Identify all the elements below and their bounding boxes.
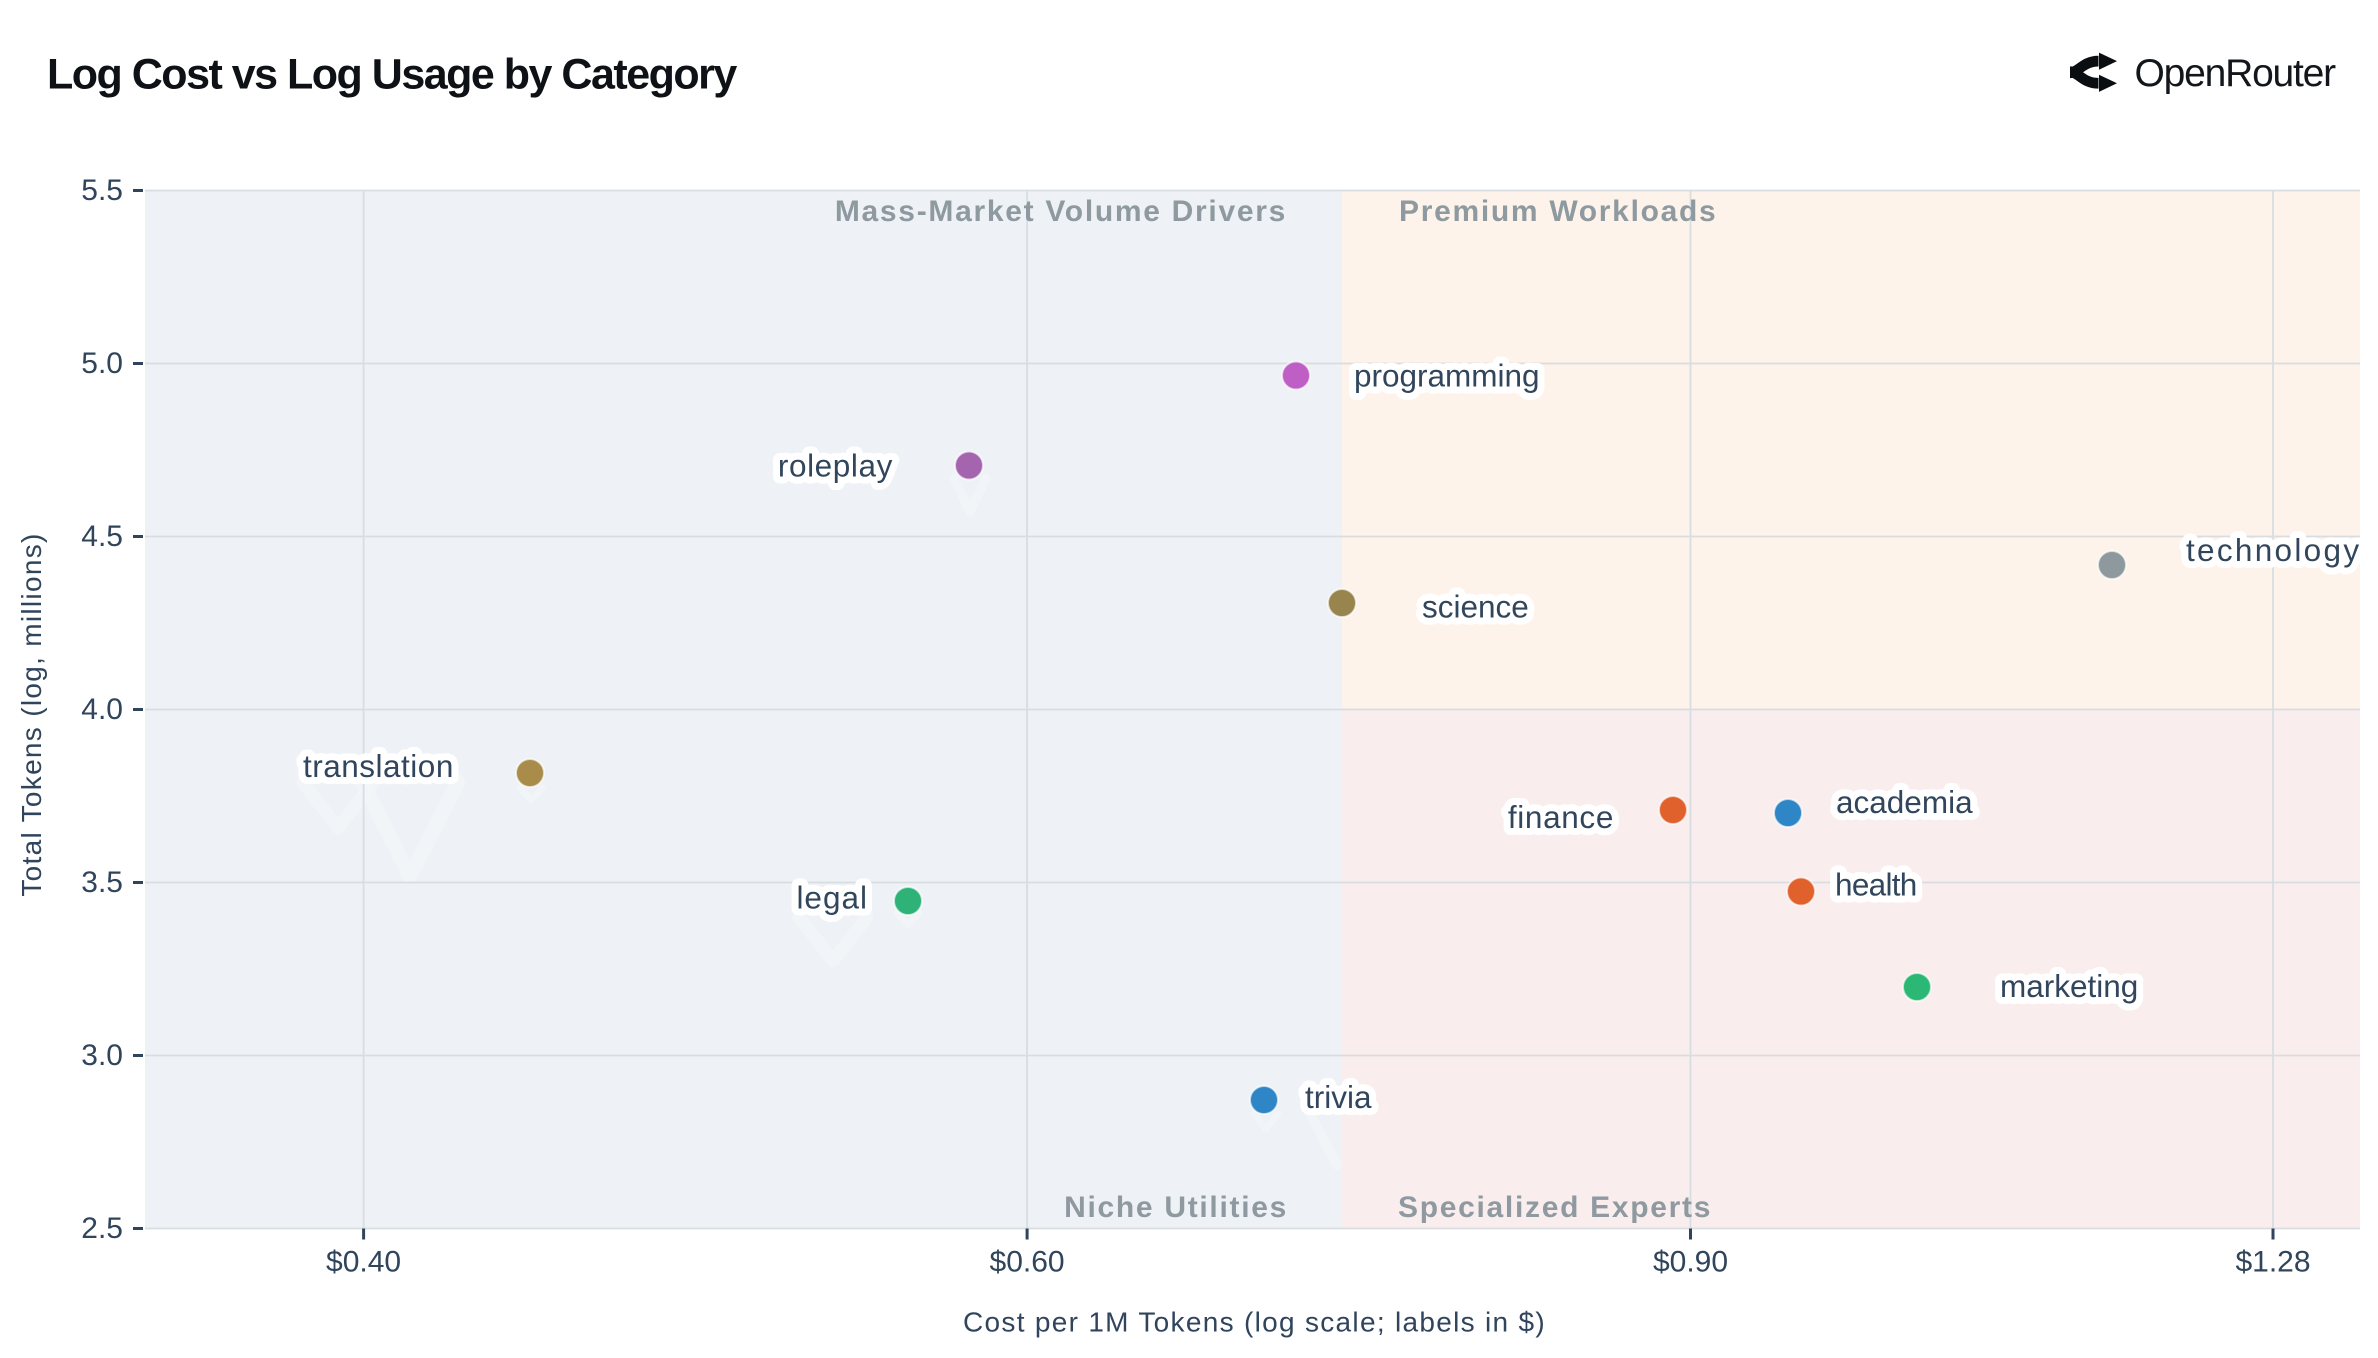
svg-text:3.0: 3.0 xyxy=(81,1039,123,1072)
svg-text:roleplay: roleplay xyxy=(778,448,893,484)
svg-text:OpenRouter: OpenRouter xyxy=(2135,52,2337,95)
svg-text:Log Cost vs Log Usage by Categ: Log Cost vs Log Usage by Category xyxy=(47,51,737,99)
svg-text:academia: academia xyxy=(1836,784,1973,820)
svg-text:marketing: marketing xyxy=(2000,968,2138,1004)
svg-text:Specialized Experts: Specialized Experts xyxy=(1398,1191,1712,1224)
svg-text:5.5: 5.5 xyxy=(81,174,123,207)
svg-text:trivia: trivia xyxy=(1305,1079,1372,1115)
svg-text:health: health xyxy=(1835,867,1917,903)
svg-text:$0.90: $0.90 xyxy=(1653,1246,1728,1279)
svg-text:science: science xyxy=(1422,589,1529,625)
svg-text:3.5: 3.5 xyxy=(81,866,123,899)
svg-text:Cost per 1M Tokens (log scale;: Cost per 1M Tokens (log scale; labels in… xyxy=(963,1307,1546,1338)
svg-text:$0.40: $0.40 xyxy=(326,1246,401,1279)
svg-text:programming: programming xyxy=(1354,358,1540,394)
svg-text:legal: legal xyxy=(796,880,868,916)
svg-text:Mass-Market Volume Drivers: Mass-Market Volume Drivers xyxy=(835,195,1287,228)
svg-text:$0.60: $0.60 xyxy=(990,1246,1065,1279)
svg-text:finance: finance xyxy=(1508,799,1614,835)
svg-text:Premium Workloads: Premium Workloads xyxy=(1399,195,1717,228)
svg-text:$1.28: $1.28 xyxy=(2235,1246,2310,1279)
svg-text:translation: translation xyxy=(303,748,454,784)
svg-text:Niche Utilities: Niche Utilities xyxy=(1064,1191,1288,1224)
svg-text:Total Tokens (log, millions): Total Tokens (log, millions) xyxy=(16,532,47,896)
svg-text:4.5: 4.5 xyxy=(81,520,123,553)
svg-text:5.0: 5.0 xyxy=(81,347,123,380)
svg-text:2.5: 2.5 xyxy=(81,1212,123,1245)
svg-text:technology: technology xyxy=(2186,532,2361,568)
svg-text:4.0: 4.0 xyxy=(81,693,123,726)
